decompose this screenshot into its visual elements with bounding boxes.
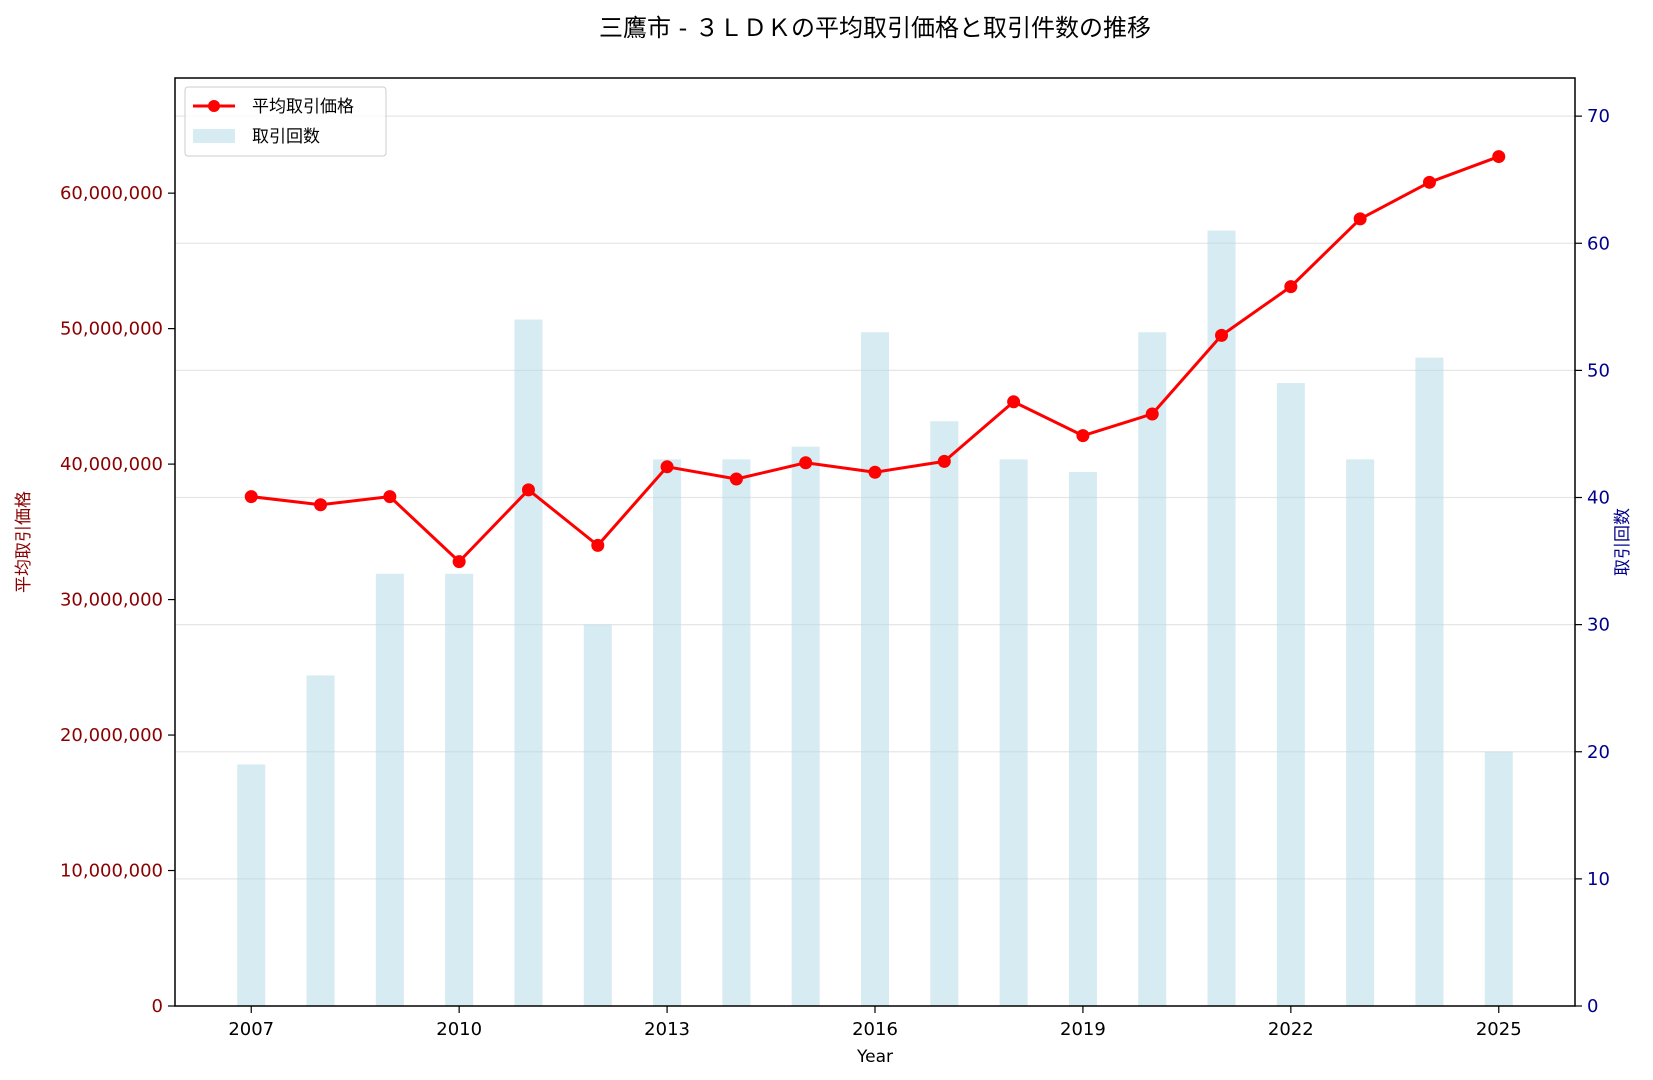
bar-2015 bbox=[791, 446, 820, 1006]
bar-2023 bbox=[1346, 459, 1375, 1006]
left-tick-label-5: 50,000,000 bbox=[60, 319, 163, 340]
x-tick-label-3: 2016 bbox=[852, 1019, 898, 1040]
line-series-price bbox=[244, 150, 1506, 569]
bar-2013 bbox=[653, 459, 682, 1006]
bar-2010 bbox=[445, 573, 474, 1006]
right-tick-label-1: 10 bbox=[1587, 869, 1610, 890]
left-tick-label-6: 60,000,000 bbox=[60, 183, 163, 204]
right-tick-label-5: 50 bbox=[1587, 360, 1610, 381]
bar-2021 bbox=[1207, 230, 1236, 1006]
legend: 平均取引価格 取引回数 bbox=[184, 86, 387, 157]
point-2022 bbox=[1284, 280, 1298, 294]
point-2020 bbox=[1145, 407, 1159, 421]
chart-title: 三鷹市 - ３ＬＤＫの平均取引価格と取引件数の推移 bbox=[599, 14, 1151, 42]
bar-2008 bbox=[306, 675, 335, 1006]
point-2010 bbox=[452, 555, 466, 569]
legend-line-marker bbox=[208, 100, 220, 112]
right-tick-label-3: 30 bbox=[1587, 615, 1610, 636]
x-tick-label-4: 2019 bbox=[1060, 1019, 1106, 1040]
point-2013 bbox=[660, 460, 674, 474]
point-2018 bbox=[1007, 395, 1021, 409]
point-2016 bbox=[868, 465, 882, 479]
legend-label-price: 平均取引価格 bbox=[252, 97, 354, 117]
bar-2018 bbox=[999, 459, 1028, 1006]
bar-2019 bbox=[1068, 472, 1097, 1007]
left-y-axis-label: 平均取引価格 bbox=[14, 491, 34, 593]
legend-box bbox=[184, 86, 387, 157]
right-tick-label-2: 20 bbox=[1587, 742, 1610, 763]
point-2008 bbox=[314, 498, 328, 512]
bar-2011 bbox=[514, 319, 543, 1006]
point-2009 bbox=[383, 490, 397, 504]
legend-label-count: 取引回数 bbox=[252, 127, 320, 147]
right-tick-label-7: 70 bbox=[1587, 106, 1610, 127]
bar-2007 bbox=[237, 764, 266, 1006]
legend-bar-swatch bbox=[193, 129, 235, 143]
right-y-axis: 0 10 20 30 40 50 60 70 bbox=[1575, 106, 1610, 1017]
x-tick-label-2: 2013 bbox=[644, 1019, 690, 1040]
x-tick-label-0: 2007 bbox=[228, 1019, 274, 1040]
bar-2016 bbox=[861, 332, 889, 1006]
bar-series-count bbox=[237, 230, 1513, 1007]
bar-2022 bbox=[1276, 383, 1305, 1006]
right-tick-label-6: 60 bbox=[1587, 233, 1610, 254]
point-2014 bbox=[729, 472, 743, 486]
bar-2009 bbox=[375, 573, 404, 1006]
bar-2017 bbox=[930, 421, 959, 1006]
bar-2024 bbox=[1415, 357, 1444, 1006]
point-2017 bbox=[937, 454, 951, 468]
point-2025 bbox=[1492, 150, 1506, 164]
x-tick-label-5: 2022 bbox=[1268, 1019, 1314, 1040]
left-tick-label-0: 0 bbox=[152, 996, 163, 1017]
point-2011 bbox=[521, 483, 535, 497]
left-tick-label-3: 30,000,000 bbox=[60, 590, 163, 611]
x-axis-label: Year bbox=[856, 1047, 893, 1067]
point-2021 bbox=[1215, 328, 1229, 342]
point-2024 bbox=[1422, 175, 1436, 189]
point-2019 bbox=[1076, 429, 1090, 443]
bar-2020 bbox=[1138, 332, 1167, 1006]
point-2007 bbox=[244, 490, 258, 504]
bar-2014 bbox=[722, 459, 751, 1006]
x-tick-label-6: 2025 bbox=[1476, 1019, 1522, 1040]
bar-2025 bbox=[1484, 751, 1513, 1006]
right-y-axis-label: 取引回数 bbox=[1613, 508, 1633, 576]
point-2012 bbox=[591, 538, 605, 552]
left-y-axis: 0 10,000,000 20,000,000 30,000,000 40,000,00… bbox=[60, 183, 175, 1017]
right-tick-label-0: 0 bbox=[1587, 996, 1598, 1017]
left-tick-label-1: 10,000,000 bbox=[60, 861, 163, 882]
bar-2012 bbox=[583, 624, 612, 1006]
right-tick-label-4: 40 bbox=[1587, 488, 1610, 509]
x-axis: 2007 2010 2013 2016 2019 2022 2025 bbox=[228, 1006, 1522, 1040]
point-2023 bbox=[1353, 212, 1367, 226]
left-tick-label-2: 20,000,000 bbox=[60, 725, 163, 746]
left-tick-label-4: 40,000,000 bbox=[60, 454, 163, 475]
x-tick-label-1: 2010 bbox=[436, 1019, 482, 1040]
point-2015 bbox=[799, 456, 813, 470]
